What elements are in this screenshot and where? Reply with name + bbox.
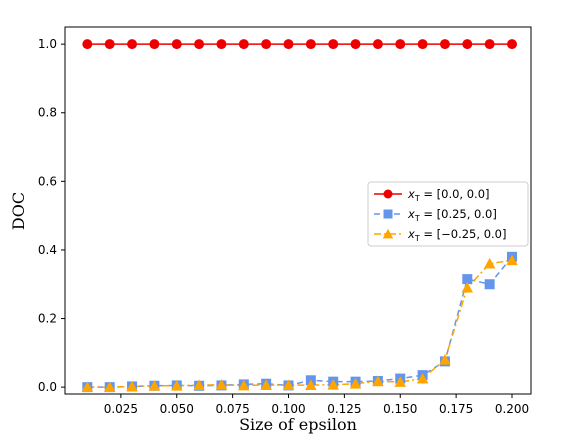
y-tick-label: 0.8 (38, 106, 57, 120)
series-line-2 (87, 256, 513, 388)
series-2-point (484, 279, 495, 290)
series-3-point (372, 375, 384, 387)
series-1-point (395, 39, 406, 50)
series-1-point (82, 39, 93, 50)
legend-entry-label: xT = [0.0, 0.0] (407, 187, 490, 203)
series-3-point (260, 379, 272, 390)
series-1-point (261, 39, 272, 50)
series-3-point (193, 379, 205, 390)
series-3-point (483, 257, 496, 269)
series-3-point (439, 353, 451, 365)
legend-entry-label: xT = [0.25, 0.0] (407, 207, 497, 223)
series-3-point (148, 380, 161, 391)
y-tick-label: 0.6 (38, 174, 57, 188)
series-1-point (484, 39, 495, 50)
axis-ticks: 0.025 0.050 0.075 0.100 0.125 0.150 0.175 0.200… (38, 37, 529, 416)
legend-box (367, 181, 529, 247)
series-1-point (372, 39, 383, 50)
x-tick-label: 0.125 (327, 402, 361, 416)
x-tick-label: 0.150 (383, 402, 417, 416)
x-tick-label: 0.050 (160, 402, 194, 416)
y-axis-label: DOC (9, 192, 28, 230)
series-1-point (104, 39, 115, 50)
series-1-point (283, 39, 294, 50)
series-1-point (462, 39, 473, 50)
series-1-point (305, 39, 316, 50)
series-1-point (149, 39, 160, 50)
series-3-point (461, 281, 474, 293)
series-3-point (349, 377, 362, 389)
series-3-point (327, 378, 339, 390)
series-3-point (238, 379, 250, 391)
x-tick-label: 0.200 (495, 402, 529, 416)
series-3-point (394, 376, 407, 387)
series-markers (81, 39, 518, 393)
series-line-3 (87, 259, 513, 388)
series-3-point (416, 372, 429, 384)
series-3-point (171, 380, 183, 391)
legend-entry-label: xT = [−0.25, 0.0] (407, 227, 506, 243)
series-3-point (126, 380, 138, 392)
series-1-point (328, 39, 339, 50)
series-3-point (81, 381, 94, 393)
y-tick-label: 0.2 (38, 312, 57, 326)
series-3-point (282, 379, 295, 390)
legend: xT = [0.0, 0.0] xT = [0.25, 0.0] xT = [−0.… (367, 181, 529, 247)
series-3-point (506, 254, 518, 266)
series-1-point (350, 39, 361, 50)
legend-marker (383, 209, 393, 219)
series-1-point (127, 39, 138, 50)
x-tick-label: 0.100 (271, 402, 305, 416)
series-1-point (507, 39, 518, 50)
series-1-point (171, 39, 182, 50)
series-3-point (215, 378, 228, 390)
x-axis-label: Size of epsilon (239, 415, 357, 434)
y-tick-label: 1.0 (38, 37, 57, 51)
x-tick-label: 0.075 (215, 402, 249, 416)
series-1-point (417, 39, 428, 50)
legend-marker (383, 189, 393, 199)
plot-frame (64, 26, 532, 395)
legend-marker (382, 228, 394, 239)
series-3-point (103, 381, 116, 393)
x-tick-label: 0.175 (439, 402, 473, 416)
x-tick-label: 0.025 (104, 402, 138, 416)
series-3-point (305, 379, 317, 390)
series-1-point (216, 39, 227, 50)
series-1-point (439, 39, 450, 50)
y-tick-label: 0.4 (38, 243, 57, 257)
series-1-point (194, 39, 205, 50)
series-2-point (462, 274, 473, 285)
series-1-point (238, 39, 249, 50)
y-tick-label: 0.0 (38, 380, 57, 394)
